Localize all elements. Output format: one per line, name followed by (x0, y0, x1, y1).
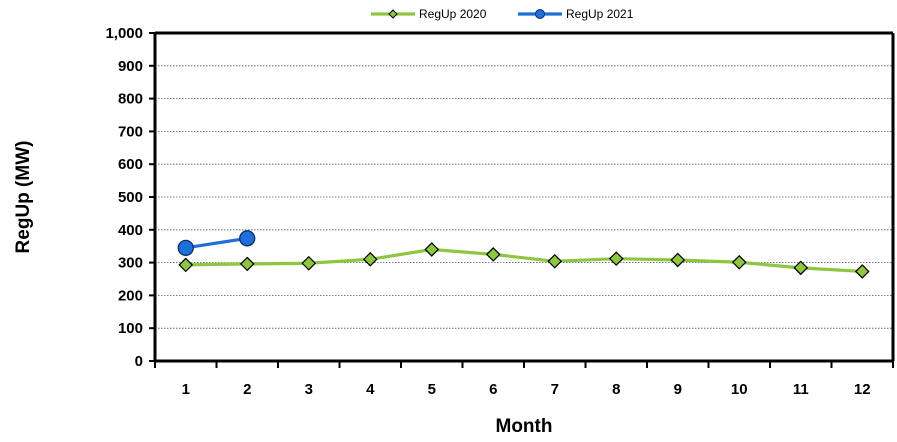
y-axis: 0 100 200 300 400 500 600 700 800 900 1,000 (105, 25, 155, 370)
x-tick-label: 4 (366, 381, 375, 398)
x-tick-label: 1 (182, 381, 190, 398)
x-tick-label: 10 (731, 381, 748, 398)
x-tick-label: 3 (305, 381, 313, 398)
y-tick-label: 300 (118, 255, 143, 272)
data-point (239, 230, 256, 247)
x-tick-label: 8 (612, 381, 620, 398)
legend-marker (388, 9, 398, 19)
data-point (854, 264, 870, 279)
data-point (362, 251, 378, 267)
y-tick-label: 100 (118, 320, 143, 337)
x-tick-label: 6 (489, 381, 497, 398)
x-tick-label: 7 (551, 381, 559, 398)
data-point (177, 239, 194, 256)
x-axis: 1 2 3 4 5 6 7 8 9 10 11 12 (154, 361, 894, 398)
legend-label: RegUp 2020 (419, 7, 487, 21)
data-point (424, 242, 440, 257)
series-layer (177, 230, 870, 279)
x-tick-label: 2 (243, 381, 251, 398)
gridlines (155, 32, 893, 329)
data-point (670, 252, 686, 268)
data-point (485, 247, 501, 262)
y-tick-label: 0 (135, 353, 143, 370)
y-tick-label: 500 (118, 189, 143, 206)
data-point (547, 253, 563, 269)
data-point (178, 257, 194, 273)
legend-item: RegUp 2020 (371, 7, 487, 21)
series-1 (178, 242, 870, 279)
y-tick-label: 200 (118, 287, 143, 304)
series-2 (177, 230, 256, 256)
legend-marker (535, 9, 545, 19)
data-point (239, 256, 255, 272)
series-line (185, 247, 863, 274)
x-axis-title: Month (496, 416, 553, 437)
legend: RegUp 2020 RegUp 2021 (371, 7, 634, 21)
data-point (793, 260, 809, 276)
x-tick-label: 12 (854, 381, 871, 398)
y-tick-label: 800 (118, 91, 143, 108)
y-axis-title: RegUp (MW) (13, 141, 34, 254)
data-point (301, 255, 317, 271)
y-tick-label: 700 (118, 123, 143, 140)
legend-label: RegUp 2021 (566, 7, 634, 21)
y-tick-label: 1,000 (105, 25, 143, 42)
y-tick-label: 600 (118, 156, 143, 173)
data-point (731, 254, 747, 270)
x-tick-label: 5 (428, 381, 436, 398)
x-tick-label: 11 (793, 381, 809, 398)
legend-item: RegUp 2021 (518, 7, 634, 21)
y-tick-label: 400 (118, 222, 143, 239)
x-tick-label: 9 (674, 381, 682, 398)
y-tick-label: 900 (118, 58, 143, 75)
series-line (185, 236, 248, 250)
data-point (608, 251, 624, 267)
